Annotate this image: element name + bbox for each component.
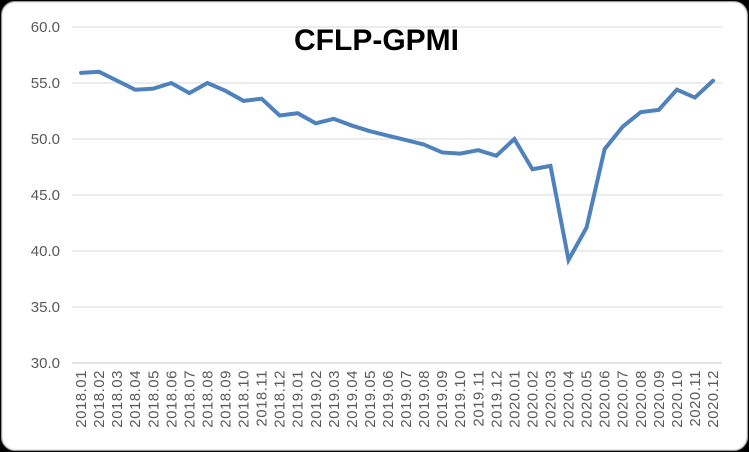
series-line-cflp-gpmi — [79, 69, 715, 266]
x-tick-label: 2020.01 — [506, 370, 523, 428]
x-tick-label: 2018.03 — [109, 370, 126, 428]
x-axis-labels: 2018.01 2018.02 2018.03 2018.04 2018.05 2018.… — [73, 370, 722, 428]
x-tick-label: 2019.01 — [290, 370, 307, 428]
x-tick-label: 2019.11 — [470, 370, 487, 427]
x-tick-label: 2019.02 — [308, 370, 325, 428]
x-tick-label: 2018.04 — [127, 370, 144, 428]
x-tick-label: 2019.08 — [416, 370, 433, 428]
x-tick-label: 2018.06 — [163, 370, 180, 428]
x-tick-label: 2019.07 — [398, 370, 415, 428]
x-tick-label: 2019.06 — [380, 370, 397, 428]
gridlines — [72, 26, 722, 364]
x-tick-label: 2020.07 — [615, 370, 632, 428]
y-tick-label: 30.0 — [31, 355, 60, 372]
x-tick-label: 2018.09 — [217, 370, 234, 428]
x-tick-label: 2019.03 — [326, 370, 343, 428]
x-tick-label: 2018.05 — [145, 370, 162, 428]
x-tick-label: 2019.12 — [488, 370, 505, 428]
chart-title: CFLP-GPMI — [294, 24, 459, 57]
y-tick-label: 45.0 — [31, 187, 60, 204]
y-tick-label: 35.0 — [31, 299, 60, 316]
x-tick-label: 2020.08 — [633, 370, 650, 428]
x-tick-label: 2020.12 — [705, 370, 722, 428]
x-tick-label: 2019.09 — [434, 370, 451, 428]
x-tick-label: 2020.05 — [579, 370, 596, 428]
x-tick-label: 2020.11 — [687, 370, 704, 427]
x-tick-label: 2019.04 — [344, 370, 361, 428]
x-tick-label: 2020.09 — [651, 370, 668, 428]
x-tick-label: 2020.03 — [542, 370, 559, 428]
x-tick-label: 2018.01 — [73, 370, 90, 428]
y-tick-label: 50.0 — [31, 131, 60, 148]
x-tick-label: 2018.12 — [272, 370, 289, 428]
x-tick-label: 2020.10 — [669, 370, 686, 428]
x-tick-label: 2018.11 — [254, 370, 271, 427]
x-tick-label: 2020.06 — [597, 370, 614, 428]
x-tick-label: 2019.10 — [452, 370, 469, 428]
y-axis-labels: 60.0 55.0 50.0 45.0 40.0 35.0 30.0 — [31, 19, 60, 372]
x-tick-label: 2018.07 — [181, 370, 198, 428]
x-tick-label: 2018.02 — [91, 370, 108, 428]
y-tick-label: 55.0 — [31, 75, 60, 92]
x-tick-label: 2018.10 — [236, 370, 253, 428]
x-tick-label: 2020.02 — [524, 370, 541, 428]
x-tick-label: 2019.05 — [362, 370, 379, 428]
y-tick-label: 40.0 — [31, 243, 60, 260]
y-tick-label: 60.0 — [31, 19, 60, 36]
x-tick-label: 2018.08 — [199, 370, 216, 428]
x-tick-label: 2020.04 — [561, 370, 578, 428]
